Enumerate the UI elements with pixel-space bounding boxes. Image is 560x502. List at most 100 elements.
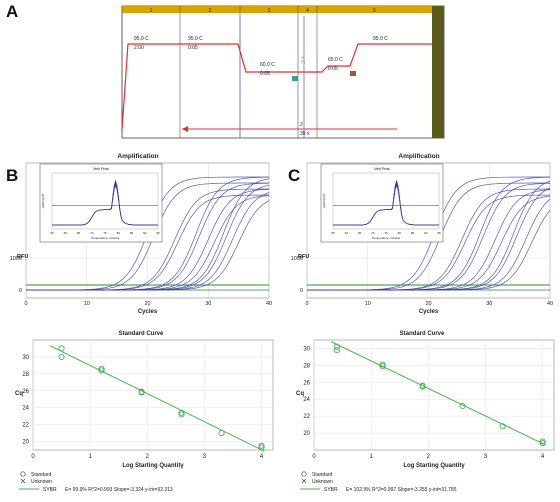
y-tick-label: 30: [303, 346, 310, 352]
x-axis-label: Cycles: [138, 309, 158, 315]
legend-standard-marker: [20, 471, 26, 477]
melt-y-label: -d(RFU)/dT: [322, 193, 326, 208]
melt-inset-title: Melt Peak: [93, 167, 109, 171]
standard-plot-area: [32, 339, 274, 451]
legend-unknown-marker: [20, 478, 26, 484]
panel-label-a: A: [6, 2, 19, 21]
x-tick-label: 30: [486, 301, 492, 307]
standard-point: [539, 438, 546, 445]
standard-point: [379, 363, 386, 370]
standard-point: [58, 345, 65, 352]
segment-temperature: 95.0 C: [134, 36, 149, 42]
standard-point: [499, 423, 506, 430]
standard-point: [258, 444, 265, 451]
protocol-header-bar: [122, 6, 432, 13]
legend-series-name: SYBR: [43, 487, 57, 493]
goto-step: 2: [300, 122, 303, 128]
standard-point: [419, 383, 426, 390]
melt-x-tick: 70: [90, 231, 94, 235]
x-tick-label: 4: [260, 454, 264, 460]
legend-standard-label: Standard: [31, 472, 52, 478]
plate-read-text: + C: [299, 56, 305, 64]
y-tick-label: 1000: [10, 256, 22, 262]
standard-point: [218, 430, 225, 437]
amplification-curve: [26, 200, 270, 291]
melt-x-tick: 90: [424, 231, 428, 235]
x-axis-label: Cycles: [419, 309, 439, 315]
melt-y-label: -d(RFU)/dT: [41, 193, 45, 208]
y-axis-label: Cq: [15, 391, 23, 397]
standard-point: [539, 440, 546, 447]
melt-x-tick: 55: [331, 231, 335, 235]
melt-x-label: Temperature, Celsius: [91, 236, 120, 240]
x-tick-label: 0: [305, 301, 308, 307]
segment-time: 0:05: [188, 45, 198, 51]
melt-x-tick: 60: [345, 231, 349, 235]
panel-label-b: B: [6, 166, 19, 185]
x-axis-label: Log Starting Quantity: [122, 463, 184, 469]
x-tick-label: 3: [484, 454, 488, 460]
melt-x-tick: 95: [437, 231, 441, 235]
temperature-profile: [121, 43, 432, 131]
x-tick-label: 20: [144, 301, 150, 307]
protocol-side-bar: [432, 6, 444, 138]
step-label: 4: [306, 8, 309, 14]
melt-curve: [333, 184, 439, 226]
melt-plot-area: [51, 172, 159, 230]
standard-plot-area: [313, 339, 555, 451]
y-axis-label: RFU: [298, 254, 309, 260]
x-tick-label: 10: [365, 301, 371, 307]
x-axis-label: Log Starting Quantity: [403, 463, 465, 469]
segment-temperature: 65.0 C: [328, 57, 343, 63]
standard-point: [98, 367, 105, 374]
standard-curve-title: Standard Curve: [119, 331, 164, 337]
melt-x-tick: 65: [358, 231, 362, 235]
y-tick-label: 30: [22, 355, 29, 361]
y-tick-label: 26: [303, 380, 310, 386]
legend-fit-stats: E= 102.9% R^2=0.997 Slope=-3.255 y-int=3…: [346, 487, 457, 493]
melt-x-tick: 80: [398, 231, 402, 235]
melt-x-tick: 60: [64, 231, 68, 235]
segment-temperature: 95.0 C: [373, 36, 388, 42]
melt-x-tick: 95: [156, 231, 160, 235]
amplification-title: Amplification: [117, 153, 158, 160]
melt-x-tick: 75: [384, 231, 388, 235]
camera-icon: [292, 76, 298, 81]
y-tick-label: 20: [303, 431, 310, 437]
x-tick-label: 0: [31, 454, 35, 460]
standard-point: [333, 347, 340, 354]
standard-point: [98, 365, 105, 372]
y-tick-label: 28: [22, 372, 29, 378]
legend-standard-label: Standard: [312, 472, 333, 478]
standard-point: [333, 343, 340, 350]
y-tick-label: 24: [22, 406, 29, 412]
melt-x-tick: 75: [103, 231, 107, 235]
standard-point: [138, 389, 145, 396]
x-tick-label: 2: [427, 454, 431, 460]
x-tick-label: 0: [312, 454, 316, 460]
amplification-curve: [307, 210, 551, 291]
y-axis-label: Cq: [296, 391, 304, 397]
x-tick-label: 3: [203, 454, 207, 460]
panel-label-c: C: [288, 166, 301, 185]
standard-point: [379, 361, 386, 368]
melt-x-tick: 55: [50, 231, 54, 235]
standard-point: [178, 411, 185, 418]
x-tick-label: 2: [146, 454, 150, 460]
y-tick-label: 22: [303, 414, 310, 420]
y-tick-label: 28: [303, 363, 310, 369]
melt-x-tick: 85: [130, 231, 134, 235]
y-axis-label: RFU: [17, 254, 28, 260]
legend-fit-stats: E= 99.9% R^2=0.993 Slope=-3.324 y-int=32…: [65, 487, 173, 493]
regression-line: [330, 341, 546, 446]
melt-x-tick: 90: [143, 231, 147, 235]
segment-temperature: 60.0 C: [260, 62, 275, 68]
segment-time: 0:05: [260, 71, 270, 77]
x-tick-label: 40: [266, 301, 272, 307]
standard-point: [178, 409, 185, 416]
legend-standard-marker: [301, 471, 307, 477]
legend-series-name: SYBR: [324, 487, 338, 493]
x-tick-label: 10: [84, 301, 90, 307]
x-tick-label: 40: [547, 301, 553, 307]
